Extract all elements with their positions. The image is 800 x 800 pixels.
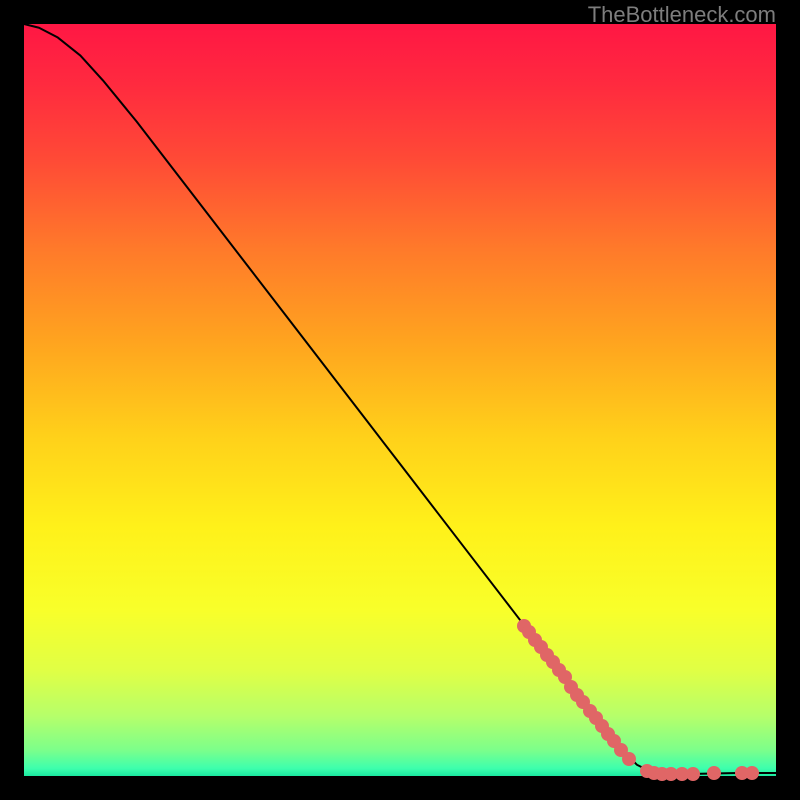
data-marker	[622, 752, 636, 766]
watermark: TheBottleneck.com	[588, 2, 776, 28]
data-marker	[686, 767, 700, 781]
plot-area	[24, 24, 776, 776]
chart-container: TheBottleneck.com	[0, 0, 800, 800]
data-marker	[745, 766, 759, 780]
data-marker	[707, 766, 721, 780]
